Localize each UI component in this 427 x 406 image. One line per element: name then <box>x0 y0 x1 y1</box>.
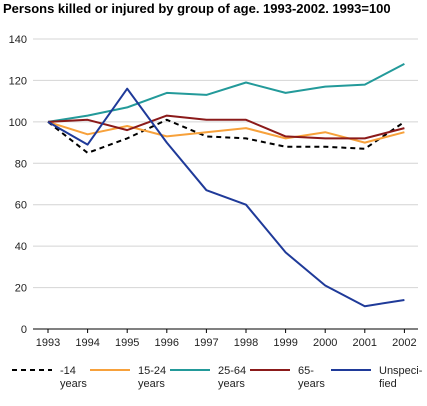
legend-label: years <box>138 378 165 390</box>
x-axis: 1993 1994 1995 1996 1997 1998 1999 2000 2001 2002 <box>36 329 417 349</box>
legend-label: -14 <box>60 365 76 377</box>
y-tick-label: 20 <box>15 283 27 295</box>
x-tick-label: 1994 <box>75 337 99 349</box>
legend-label: years <box>218 378 245 390</box>
series-line-3 <box>47 114 405 140</box>
legend-label: years <box>298 378 325 390</box>
y-tick-label: 0 <box>21 324 27 336</box>
y-tick-label: 80 <box>15 158 27 170</box>
y-tick-label: 40 <box>15 241 27 253</box>
series-line-4 <box>47 87 405 308</box>
legend-label: 25-64 <box>218 365 246 377</box>
legend-label: fied <box>379 378 397 390</box>
x-tick-label: 2001 <box>353 337 377 349</box>
series-line-0 <box>47 118 405 154</box>
x-tick-label: 1997 <box>194 337 218 349</box>
series-line-2 <box>47 63 405 123</box>
legend-label: 15-24 <box>138 365 166 377</box>
y-tick-label: 120 <box>9 75 27 87</box>
x-tick-label: 1998 <box>234 337 258 349</box>
x-tick-label: 1993 <box>36 337 60 349</box>
x-tick-label: 2002 <box>392 337 416 349</box>
grid-lines <box>33 38 418 330</box>
y-axis-tick-labels: 0 20 40 60 80 100 120 140 <box>9 34 27 336</box>
legend-label: Unspeci- <box>379 365 423 377</box>
x-tick-label: 1995 <box>115 337 139 349</box>
legend-label: years <box>60 378 87 390</box>
legend: -14years15-24years25-64years65-yearsUnsp… <box>12 365 423 390</box>
x-tick-label: 2000 <box>313 337 337 349</box>
x-tick-label: 1996 <box>155 337 179 349</box>
y-tick-label: 100 <box>9 117 27 129</box>
y-tick-label: 140 <box>9 34 27 46</box>
series-lines <box>47 63 405 308</box>
chart-title: Persons killed or injured by group of ag… <box>3 1 391 16</box>
y-tick-label: 60 <box>15 200 27 212</box>
legend-label: 65- <box>298 365 314 377</box>
x-tick-label: 1999 <box>273 337 297 349</box>
